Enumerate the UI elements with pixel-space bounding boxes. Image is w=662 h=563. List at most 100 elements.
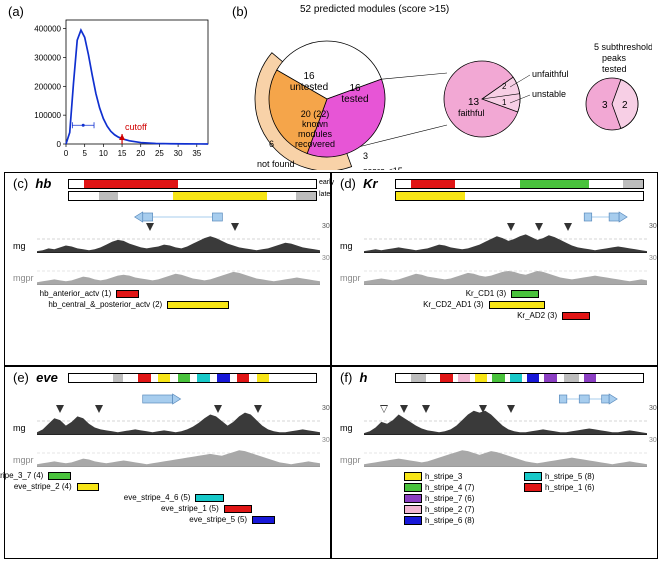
mg-label: mg (340, 241, 353, 251)
svg-text:25: 25 (155, 149, 164, 158)
svg-text:0: 0 (64, 149, 69, 158)
module-bar (562, 312, 590, 320)
panel-tag: (d) Kr (340, 176, 378, 191)
panel-c: (c) hbearlylatemg30mgpr30hb_anterior_act… (4, 172, 331, 366)
svg-text:3: 3 (602, 100, 608, 111)
mg-track (37, 407, 320, 435)
panel-tag: (f) h (340, 370, 367, 385)
svg-text:5 subthreshold: 5 subthreshold (594, 42, 652, 52)
genomic-panels: (c) hbearlylatemg30mgpr30hb_anterior_act… (4, 172, 658, 559)
module-label: eve_stripe_3_7 (4) (0, 471, 43, 480)
peak-arrow (95, 405, 103, 413)
module-bar (167, 301, 229, 309)
svg-text:30: 30 (174, 149, 183, 158)
svg-text:100000: 100000 (34, 111, 61, 120)
peak-arrow-open (380, 405, 388, 413)
module-label: eve_stripe_2 (4) (14, 482, 72, 491)
module-label: hb_central_&_posterior_actv (2) (48, 300, 162, 309)
legend-row: h_stripe_2 (7) (404, 505, 474, 514)
peak-arrow (146, 223, 154, 231)
mgpr-track (37, 257, 320, 285)
legend-row: h_stripe_6 (8) (404, 516, 474, 525)
module-bar (195, 494, 223, 502)
peak-arrow (214, 405, 222, 413)
mgpr-track (37, 439, 320, 467)
gene-model (68, 389, 317, 407)
svg-text:300000: 300000 (34, 53, 61, 62)
svg-text:6: 6 (269, 139, 274, 149)
svg-text:cutoff: cutoff (125, 122, 147, 132)
module-bar (511, 290, 539, 298)
mgpr-label: mgpr (340, 273, 361, 283)
svg-text:200000: 200000 (34, 82, 61, 91)
svg-text:unfaithful: unfaithful (532, 69, 569, 79)
svg-text:0: 0 (57, 140, 62, 149)
svg-text:known: known (302, 119, 328, 129)
panel-a-chart: 051015202530350100000200000300000400000c… (14, 14, 214, 164)
module-label: eve_stripe_5 (5) (189, 515, 247, 524)
mgpr-label: mgpr (340, 455, 361, 465)
module-label: eve_stripe_1 (5) (161, 504, 219, 513)
svg-text:2: 2 (622, 100, 628, 111)
svg-text:not found: not found (257, 159, 295, 169)
gene-model (395, 389, 644, 407)
svg-text:20 (22): 20 (22) (301, 109, 330, 119)
svg-text:1: 1 (502, 98, 507, 107)
mg-label: mg (13, 241, 26, 251)
legend-row: h_stripe_3 (404, 472, 462, 481)
svg-text:modules: modules (298, 129, 333, 139)
peak-arrow (535, 223, 543, 231)
mgpr-track (364, 439, 647, 467)
peak-arrow (507, 405, 515, 413)
mg-label: mg (340, 423, 353, 433)
svg-text:unstable: unstable (532, 89, 566, 99)
module-bar (489, 301, 546, 309)
peak-arrow (564, 223, 572, 231)
mg-track (364, 225, 647, 253)
peak-arrow (254, 405, 262, 413)
module-bar (252, 516, 275, 524)
svg-text:3: 3 (363, 151, 368, 161)
legend-row: h_stripe_4 (7) (404, 483, 474, 492)
svg-text:tested: tested (341, 94, 368, 105)
module-label: Kr_AD2 (3) (517, 311, 557, 320)
svg-text:faithful: faithful (458, 108, 485, 118)
panel-f: (f) hmg30mgpr30h_stripe_3h_stripe_4 (7)h… (331, 366, 658, 560)
svg-text:15: 15 (118, 149, 127, 158)
peak-arrow (231, 223, 239, 231)
module-bar (224, 505, 252, 513)
svg-text:400000: 400000 (34, 25, 61, 34)
svg-text:2: 2 (502, 82, 507, 91)
peak-arrow (400, 405, 408, 413)
svg-text:score <15: score <15 (363, 166, 403, 170)
module-bar (48, 472, 71, 480)
panel-d: (d) Krmg30mgpr30Kr_CD1 (3)Kr_CD2_AD1 (3)… (331, 172, 658, 366)
mg-label: mg (13, 423, 26, 433)
svg-text:peaks: peaks (602, 53, 627, 63)
svg-text:16: 16 (303, 71, 315, 82)
svg-text:35: 35 (192, 149, 201, 158)
module-label: eve_stripe_4_6 (5) (124, 493, 191, 502)
module-bar (116, 290, 139, 298)
svg-text:13: 13 (468, 97, 480, 108)
svg-text:untested: untested (290, 82, 328, 93)
peak-arrow (507, 223, 515, 231)
panel-tag: (e) eve (13, 370, 58, 385)
svg-text:recovered: recovered (295, 139, 335, 149)
mgpr-track (364, 257, 647, 285)
module-label: Kr_CD2_AD1 (3) (423, 300, 483, 309)
legend-row: h_stripe_7 (6) (404, 494, 474, 503)
panel-b-pies: 16untested16tested20 (22)knownmodulesrec… (232, 14, 652, 170)
legend-row: h_stripe_5 (8) (524, 472, 594, 481)
module-label: Kr_CD1 (3) (466, 289, 506, 298)
gene-model (395, 207, 644, 225)
gene-model (68, 207, 317, 225)
svg-text:16: 16 (349, 83, 361, 94)
svg-text:10: 10 (99, 149, 108, 158)
peak-arrow (56, 405, 64, 413)
legend-row: h_stripe_1 (6) (524, 483, 594, 492)
svg-text:20: 20 (136, 149, 145, 158)
svg-text:tested: tested (602, 64, 627, 74)
mgpr-label: mgpr (13, 273, 34, 283)
panel-e: (e) evemg30mgpr30eve_stripe_3_7 (4)eve_s… (4, 366, 331, 560)
